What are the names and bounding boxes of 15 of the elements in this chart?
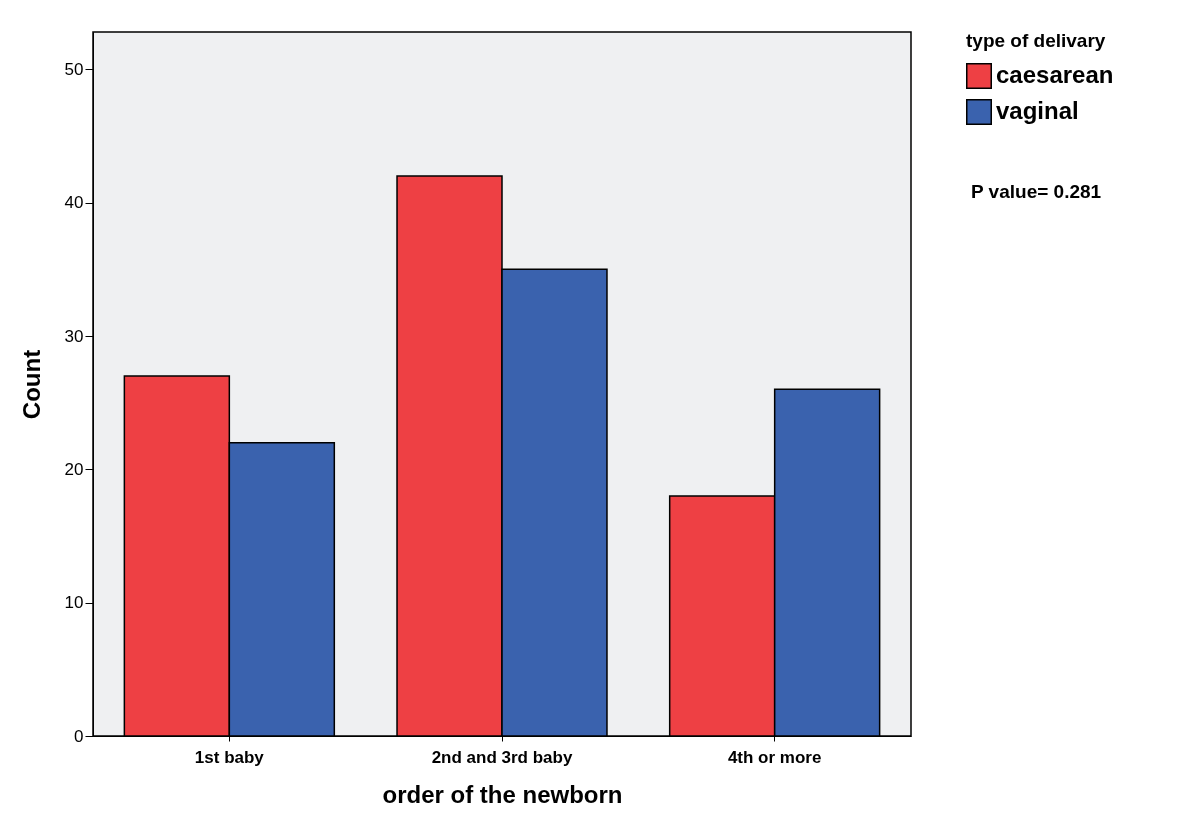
- legend-title: type of delivary: [966, 30, 1106, 51]
- x-axis-title: order of the newborn: [382, 780, 623, 808]
- x-tick-label: 1st baby: [194, 747, 265, 767]
- x-tick-label: 2nd and 3rd baby: [431, 747, 573, 767]
- y-axis-title: Count: [17, 349, 45, 420]
- y-tick-label: 0: [74, 726, 84, 746]
- y-tick-label: 30: [64, 326, 84, 346]
- y-tick-label: 20: [64, 459, 84, 479]
- y-tick-label: 10: [64, 593, 84, 613]
- y-tick-label: 50: [64, 59, 84, 79]
- legend-label: vaginal: [996, 97, 1079, 124]
- y-tick-label: 40: [64, 193, 84, 213]
- x-tick-label: 4th or more: [727, 747, 822, 767]
- text: P value= 0.281: [971, 181, 1102, 202]
- legend-label: caesarean: [996, 61, 1114, 88]
